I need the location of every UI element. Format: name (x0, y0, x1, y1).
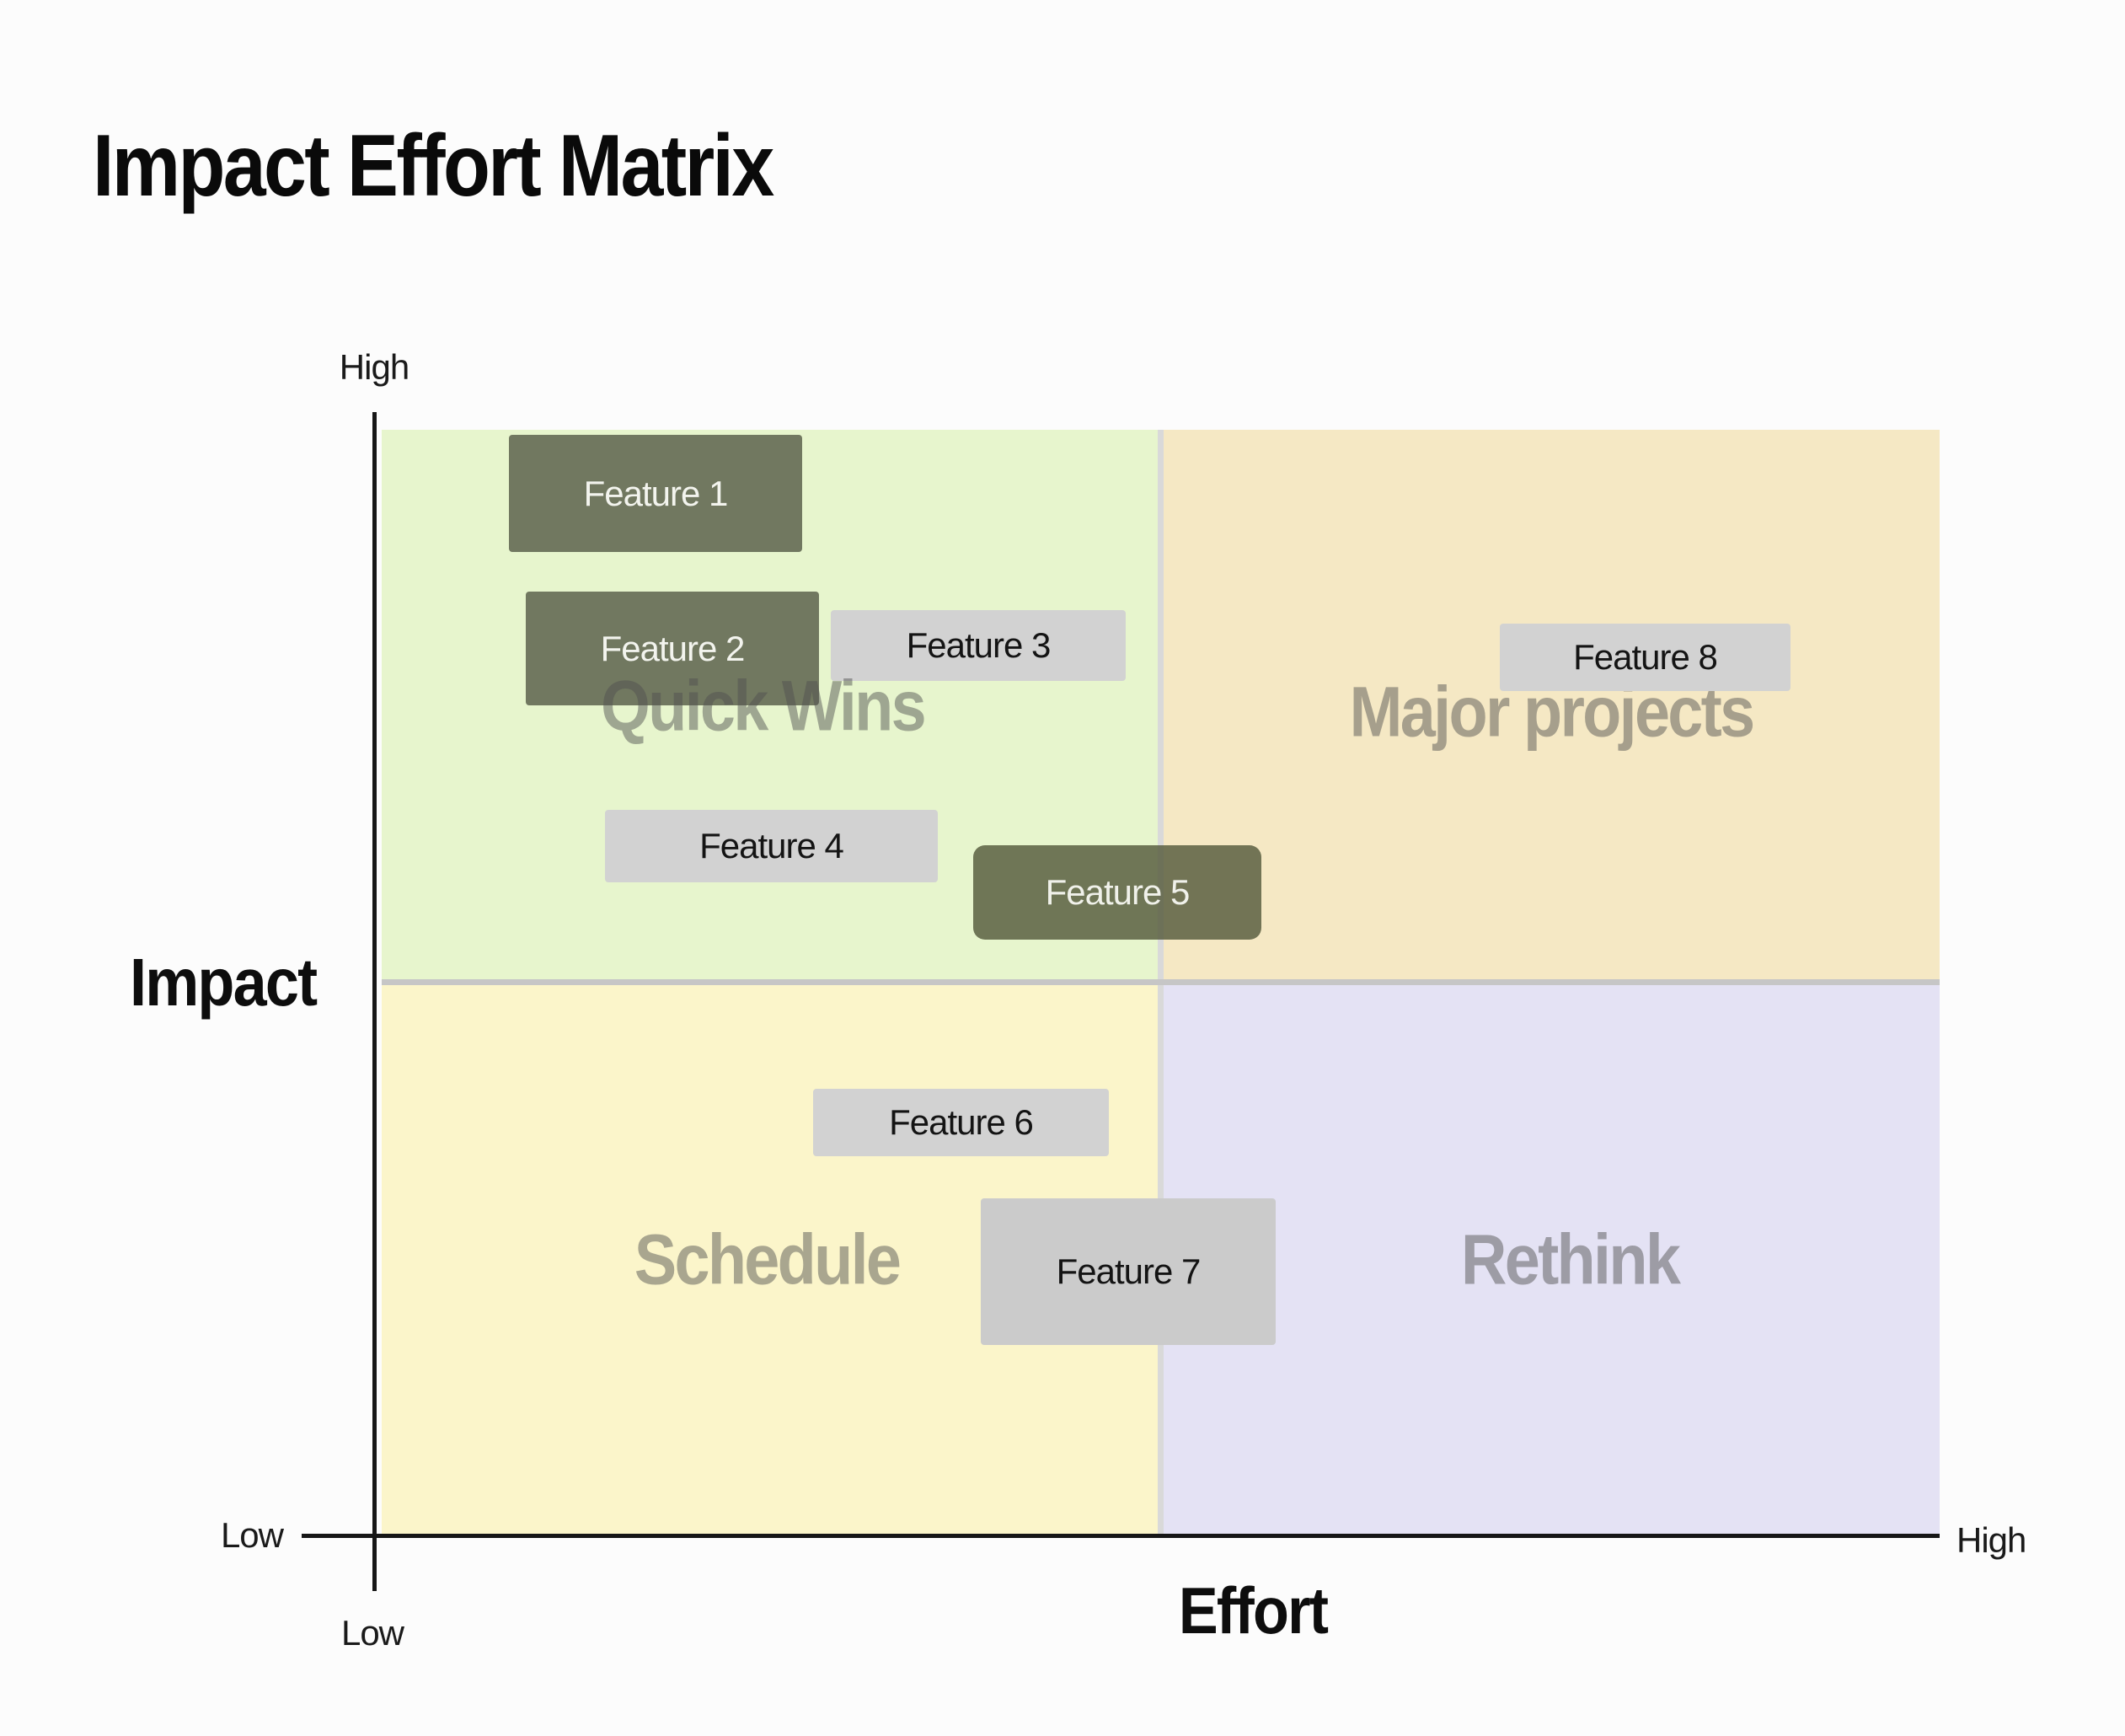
x-axis-line (302, 1534, 1940, 1538)
x-axis-high-label: High (1956, 1520, 2026, 1560)
x-axis-title: Effort (1178, 1573, 1329, 1648)
feature-box-1[interactable]: Feature 1 (509, 435, 802, 552)
feature-box-8[interactable]: Feature 8 (1500, 624, 1790, 691)
y-axis-low-label: Low (340, 1613, 404, 1653)
quadrant-major-projects (1161, 430, 1940, 983)
feature-label: Feature 1 (583, 473, 729, 513)
feature-box-2[interactable]: Feature 2 (526, 592, 819, 705)
feature-label: Feature 4 (699, 826, 844, 865)
feature-label: Feature 7 (1056, 1251, 1202, 1291)
quadrant-label-quick-wins: Quick Wins (600, 666, 927, 746)
feature-box-6[interactable]: Feature 6 (813, 1089, 1109, 1156)
feature-label: Feature 6 (889, 1102, 1034, 1142)
x-axis-low-label: Low (220, 1515, 284, 1555)
quadrant-rethink (1161, 983, 1940, 1536)
y-axis-high-label: High (339, 347, 409, 387)
feature-box-3[interactable]: Feature 3 (831, 610, 1126, 681)
y-axis-line (372, 412, 377, 1591)
feature-label: Feature 5 (1045, 872, 1191, 912)
feature-label: Feature 3 (906, 625, 1052, 665)
feature-label: Feature 8 (1573, 637, 1718, 677)
divider-horizontal (382, 979, 1940, 985)
page-title: Impact Effort Matrix (93, 117, 774, 215)
quadrant-label-schedule: Schedule (634, 1219, 902, 1299)
quadrant-label-rethink: Rethink (1460, 1219, 1681, 1299)
feature-label: Feature 2 (600, 628, 746, 668)
y-axis-title: Impact (130, 945, 318, 1020)
feature-box-4[interactable]: Feature 4 (605, 810, 938, 882)
feature-box-5[interactable]: Feature 5 (973, 845, 1261, 940)
feature-box-7[interactable]: Feature 7 (981, 1198, 1276, 1345)
